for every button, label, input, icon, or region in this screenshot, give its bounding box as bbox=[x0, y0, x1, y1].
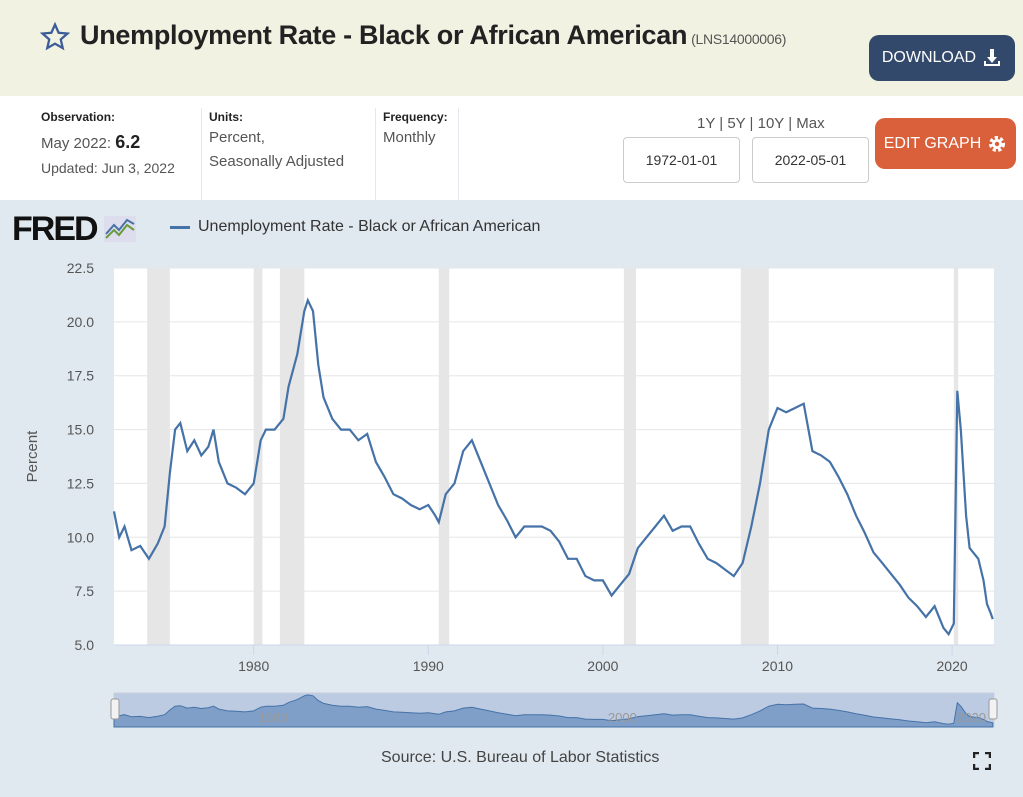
y-tick-label: 15.0 bbox=[67, 422, 94, 438]
range-max[interactable]: Max bbox=[796, 115, 825, 132]
y-tick-label: 17.5 bbox=[67, 368, 94, 384]
divider bbox=[201, 108, 202, 200]
observation-block: Observation: May 2022: 6.2 Updated: Jun … bbox=[41, 108, 175, 180]
frequency-block: Frequency: Monthly bbox=[383, 108, 448, 150]
frequency-label: Frequency: bbox=[383, 110, 448, 124]
series-header: Unemployment Rate - Black or African Ame… bbox=[0, 0, 1023, 96]
edit-graph-label: EDIT GRAPH bbox=[883, 134, 982, 152]
updated-date: Updated: Jun 3, 2022 bbox=[41, 160, 175, 176]
recession-band bbox=[438, 268, 450, 645]
legend-line-swatch bbox=[170, 225, 190, 229]
plot-area bbox=[114, 268, 994, 645]
recession-band bbox=[147, 268, 170, 645]
navigator-handle[interactable] bbox=[110, 698, 120, 720]
y-tick-label: 20.0 bbox=[67, 314, 94, 330]
end-date-input[interactable]: 2022-05-01 bbox=[752, 137, 869, 183]
range-10y[interactable]: 10Y bbox=[757, 115, 785, 132]
navigator-label: 2000 bbox=[608, 710, 637, 725]
y-tick-label: 22.5 bbox=[67, 260, 94, 276]
chart-logo-icon bbox=[104, 216, 137, 242]
navigator-label: 1980 bbox=[259, 710, 288, 725]
observation-date: May 2022: bbox=[41, 135, 112, 152]
navigator-label: 2020 bbox=[957, 710, 986, 725]
download-button[interactable]: DOWNLOAD bbox=[869, 35, 1015, 81]
line-chart[interactable]: 5.0 7.5 10.0 12.5 15.0 17.5 20.0 22.5 1980 1990 20… bbox=[0, 200, 1023, 797]
gear-icon bbox=[989, 135, 1006, 152]
fred-logo-text: FRED bbox=[12, 210, 99, 248]
start-date-input[interactable]: 1972-01-01 bbox=[623, 137, 740, 183]
frequency-value: Monthly bbox=[383, 129, 436, 146]
y-tick-label: 7.5 bbox=[75, 583, 95, 599]
units-block: Units: Percent, Seasonally Adjusted bbox=[209, 108, 344, 174]
y-axis-label: Percent bbox=[24, 430, 41, 483]
chart-legend[interactable]: Unemployment Rate - Black or African Ame… bbox=[170, 218, 540, 236]
recession-band bbox=[623, 268, 637, 645]
units-label: Units: bbox=[209, 110, 243, 124]
page-title: Unemployment Rate - Black or African Ame… bbox=[80, 20, 786, 51]
units-value: Percent, bbox=[209, 129, 265, 146]
range-5y[interactable]: 5Y bbox=[727, 115, 746, 132]
edit-graph-button[interactable]: EDIT GRAPH bbox=[875, 118, 1016, 169]
x-tick-label: 1980 bbox=[238, 658, 269, 674]
x-tick-label: 2010 bbox=[762, 658, 793, 674]
observation-value: 6.2 bbox=[115, 132, 141, 152]
legend-label: Unemployment Rate - Black or African Ame… bbox=[198, 218, 541, 235]
y-tick-label: 5.0 bbox=[75, 637, 95, 653]
navigator-handle[interactable] bbox=[988, 698, 998, 720]
divider bbox=[375, 108, 376, 200]
title-text: Unemployment Rate - Black or African Ame… bbox=[80, 20, 688, 50]
fullscreen-icon[interactable] bbox=[973, 752, 991, 770]
recession-band bbox=[279, 268, 305, 645]
star-icon[interactable] bbox=[40, 22, 70, 52]
x-tick-label: 2000 bbox=[587, 658, 618, 674]
series-id: (LNS14000006) bbox=[691, 31, 787, 47]
fred-logo: FRED bbox=[12, 210, 137, 249]
navigator-series bbox=[113, 694, 994, 728]
y-tick-label: 10.0 bbox=[67, 529, 94, 545]
download-icon bbox=[984, 49, 1001, 66]
range-selector: 1Y | 5Y | 10Y | Max bbox=[697, 115, 825, 132]
y-tick-label: 12.5 bbox=[67, 475, 94, 491]
x-tick-label: 1990 bbox=[413, 658, 444, 674]
units-adjustment: Seasonally Adjusted bbox=[209, 153, 345, 170]
observation-label: Observation: bbox=[41, 110, 116, 124]
divider bbox=[458, 108, 459, 200]
x-tick-label: 2020 bbox=[937, 658, 968, 674]
source-note: Source: U.S. Bureau of Labor Statistics bbox=[381, 749, 660, 766]
download-label: DOWNLOAD bbox=[881, 49, 977, 66]
range-1y[interactable]: 1Y bbox=[697, 115, 716, 132]
series-line bbox=[112, 297, 994, 637]
